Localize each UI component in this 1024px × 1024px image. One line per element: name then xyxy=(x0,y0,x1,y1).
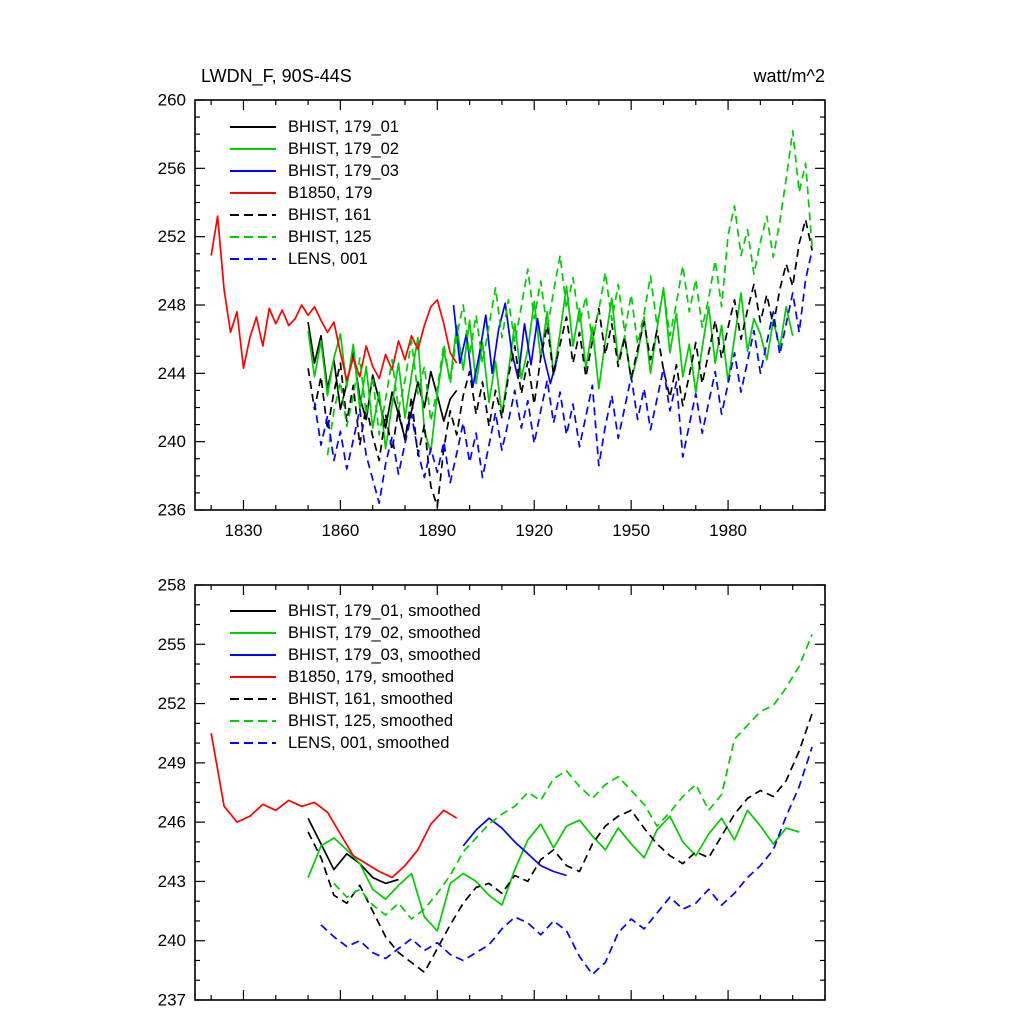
legend-label: BHIST, 179_03 xyxy=(288,161,399,180)
y-tick-label: 246 xyxy=(158,813,186,832)
solid-line-swatch xyxy=(230,654,276,656)
legend-item: BHIST, 161, smoothed xyxy=(230,688,481,710)
series-line xyxy=(307,817,399,885)
legend-label: BHIST, 179_01 xyxy=(288,117,399,136)
legend-item: BHIST, 125 xyxy=(230,226,399,248)
dashed-line-swatch xyxy=(230,720,276,722)
x-tick-label: 1830 xyxy=(225,521,263,540)
series-line xyxy=(320,746,813,976)
legend-label: BHIST, 179_02, smoothed xyxy=(288,623,481,642)
bottom-chart-legend: BHIST, 179_01, smoothed BHIST, 179_02, sm… xyxy=(230,600,481,754)
x-tick-label: 1890 xyxy=(418,521,456,540)
legend-item: BHIST, 179_01, smoothed xyxy=(230,600,481,622)
series-line xyxy=(307,713,813,974)
x-tick-label: 1860 xyxy=(321,521,359,540)
legend-item: LENS, 001 xyxy=(230,248,399,270)
legend-item: B1850, 179 xyxy=(230,182,399,204)
legend-item: BHIST, 179_02, smoothed xyxy=(230,622,481,644)
y-tick-label: 236 xyxy=(158,501,186,520)
legend-label: BHIST, 125, smoothed xyxy=(288,711,454,730)
x-tick-label: 1920 xyxy=(515,521,553,540)
y-tick-label: 258 xyxy=(158,576,186,595)
y-tick-label: 237 xyxy=(158,991,186,1010)
y-tick-label: 240 xyxy=(158,931,186,950)
y-tick-label: 240 xyxy=(158,432,186,451)
y-tick-label: 249 xyxy=(158,753,186,772)
legend-label: BHIST, 179_03, smoothed xyxy=(288,645,481,664)
chart-units-label: watt/m^2 xyxy=(753,66,825,86)
solid-line-swatch xyxy=(230,170,276,172)
series-line xyxy=(462,817,567,877)
legend-label: BHIST, 179_01, smoothed xyxy=(288,601,481,620)
legend-item: BHIST, 125, smoothed xyxy=(230,710,481,732)
legend-label: B1850, 179 xyxy=(288,183,373,202)
dashed-line-swatch xyxy=(230,698,276,700)
series-line xyxy=(452,302,558,388)
dashed-line-swatch xyxy=(230,742,276,744)
series-line xyxy=(210,733,458,879)
legend-label: BHIST, 125 xyxy=(288,227,372,246)
legend-label: BHIST, 161 xyxy=(288,205,372,224)
y-tick-label: 244 xyxy=(158,364,186,383)
y-tick-label: 252 xyxy=(158,694,186,713)
solid-line-swatch xyxy=(230,126,276,128)
solid-line-swatch xyxy=(230,610,276,612)
series-line xyxy=(326,129,813,456)
y-tick-label: 243 xyxy=(158,872,186,891)
series-line xyxy=(313,250,813,505)
series-line xyxy=(307,809,800,932)
legend-item: BHIST, 161 xyxy=(230,204,399,226)
plot-box xyxy=(194,584,826,1001)
legend-item: B1850, 179, smoothed xyxy=(230,666,481,688)
series-line xyxy=(210,215,458,382)
solid-line-swatch xyxy=(230,192,276,194)
y-tick-label: 256 xyxy=(158,159,186,178)
dashed-line-swatch xyxy=(230,236,276,238)
legend-label: LENS, 001 xyxy=(288,249,368,268)
top-chart-legend: BHIST, 179_01 BHIST, 179_02 BHIST, 179_03 B… xyxy=(230,116,399,270)
y-tick-label: 260 xyxy=(158,91,186,110)
dashed-line-swatch xyxy=(230,214,276,216)
x-tick-label: 1980 xyxy=(709,521,747,540)
y-tick-label: 255 xyxy=(158,635,186,654)
legend-label: BHIST, 179_02 xyxy=(288,139,399,158)
legend-item: BHIST, 179_01 xyxy=(230,116,399,138)
legend-label: B1850, 179, smoothed xyxy=(288,667,455,686)
legend-item: BHIST, 179_03 xyxy=(230,160,399,182)
solid-line-swatch xyxy=(230,148,276,150)
y-tick-label: 252 xyxy=(158,227,186,246)
solid-line-swatch xyxy=(230,632,276,634)
legend-item: BHIST, 179_02 xyxy=(230,138,399,160)
legend-item: LENS, 001, smoothed xyxy=(230,732,481,754)
legend-label: BHIST, 161, smoothed xyxy=(288,689,454,708)
solid-line-swatch xyxy=(230,676,276,678)
legend-item: BHIST, 179_03, smoothed xyxy=(230,644,481,666)
y-tick-label: 248 xyxy=(158,296,186,315)
series-line xyxy=(307,218,813,508)
dashed-line-swatch xyxy=(230,258,276,260)
legend-label: LENS, 001, smoothed xyxy=(288,733,450,752)
chart-title: LWDN_F, 90S-44S xyxy=(201,66,352,86)
series-line xyxy=(333,634,813,920)
x-tick-label: 1950 xyxy=(612,521,650,540)
